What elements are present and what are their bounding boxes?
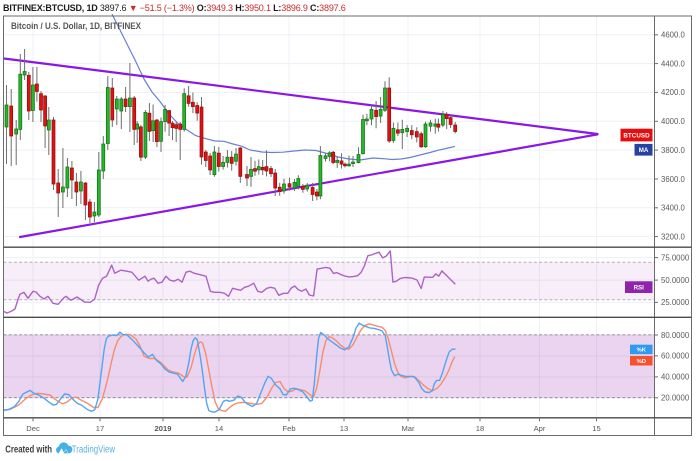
svg-text:TradingView: TradingView xyxy=(72,445,116,456)
svg-text:75.0000: 75.0000 xyxy=(661,253,690,262)
svg-text:Mar: Mar xyxy=(401,424,415,433)
svg-text:%D: %D xyxy=(637,359,646,365)
svg-text:3400.0: 3400.0 xyxy=(661,204,686,213)
svg-text:18: 18 xyxy=(476,424,484,433)
svg-text:80.0000: 80.0000 xyxy=(661,331,690,340)
svg-text:50.0000: 50.0000 xyxy=(661,276,690,285)
svg-text:Bitcoin / U.S. Dollar, 1D, BIT: Bitcoin / U.S. Dollar, 1D, BITFINEX xyxy=(11,21,141,31)
svg-text:3800.0: 3800.0 xyxy=(661,146,686,155)
svg-text:4200.0: 4200.0 xyxy=(661,88,686,97)
svg-text:17: 17 xyxy=(96,424,104,433)
svg-text:20.0000: 20.0000 xyxy=(661,394,690,403)
svg-text:14: 14 xyxy=(215,424,223,433)
svg-text:Feb: Feb xyxy=(282,424,295,433)
svg-text:Dec: Dec xyxy=(26,424,40,433)
svg-text:4600.0: 4600.0 xyxy=(661,31,686,40)
svg-text:Created with: Created with xyxy=(5,445,52,456)
svg-text:4400.0: 4400.0 xyxy=(661,59,686,68)
svg-text:Apr: Apr xyxy=(534,424,546,433)
svg-text:25.0000: 25.0000 xyxy=(661,298,690,307)
svg-text:15: 15 xyxy=(592,424,600,433)
svg-text:BITFINEX:BTCUSD, 1D 3897.6 ▼ −: BITFINEX:BTCUSD, 1D 3897.6 ▼ −51.5 (−1.3… xyxy=(3,3,346,13)
svg-text:RSI: RSI xyxy=(634,284,645,291)
svg-text:MA: MA xyxy=(639,147,649,154)
svg-text:60.0000: 60.0000 xyxy=(661,352,690,361)
svg-text:BTCUSD: BTCUSD xyxy=(623,132,650,139)
svg-text:3600.0: 3600.0 xyxy=(661,175,686,184)
svg-text:13: 13 xyxy=(340,424,348,433)
svg-text:3200.0: 3200.0 xyxy=(661,232,686,241)
svg-text:2019: 2019 xyxy=(155,424,172,433)
svg-text:%K: %K xyxy=(637,348,647,354)
svg-text:4000.0: 4000.0 xyxy=(661,117,686,126)
svg-text:40.0000: 40.0000 xyxy=(661,373,690,382)
